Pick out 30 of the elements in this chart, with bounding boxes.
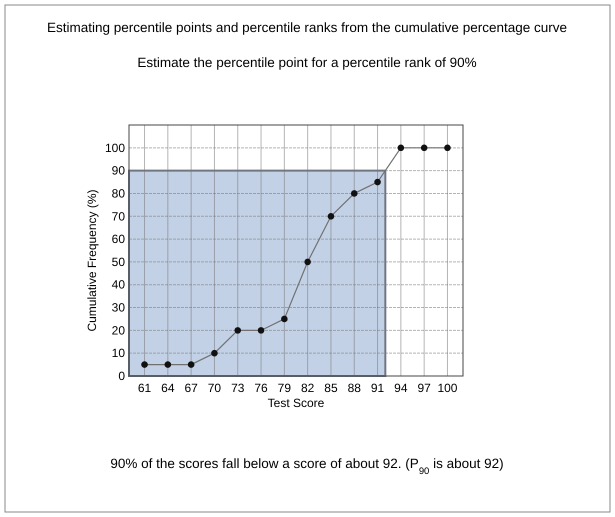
x-tick-label: 67 xyxy=(184,381,198,395)
y-tick-label: 30 xyxy=(112,300,126,315)
y-tick-label: 20 xyxy=(112,323,126,338)
x-tick-label: 85 xyxy=(324,381,338,395)
x-axis-title: Test Score xyxy=(268,396,325,410)
text: 90% of the scores fall below a score of about 92. (P$_{90}$ is about 92) xyxy=(110,456,504,476)
x-tick-label: 79 xyxy=(278,381,292,395)
y-tick-label: 50 xyxy=(112,254,126,269)
x-tick-label: 64 xyxy=(161,381,175,395)
y-tick-label: 0 xyxy=(118,369,126,383)
x-tick-label: 97 xyxy=(417,381,432,395)
x-tick-label: 88 xyxy=(348,381,362,395)
chart-subtitle: Estimate the percentile point for a percentile rank of 90% xyxy=(137,55,477,70)
y-tick-label: 80 xyxy=(112,186,126,200)
y-tick-label: 10 xyxy=(112,346,126,360)
y-tick-label: 90 xyxy=(112,164,126,178)
y-tick-label: 100 xyxy=(104,140,126,155)
x-tick-label: 70 xyxy=(208,381,222,395)
chart-title: Estimating percentile points and percentile ranks from the cumulative percentage curve xyxy=(46,20,568,35)
x-tick-label: 61 xyxy=(138,381,152,395)
y-tick-label: 40 xyxy=(112,278,126,292)
x-tick-label: 100 xyxy=(437,381,458,395)
y-axis-title: Cumulative Frequency (%) xyxy=(85,189,99,332)
y-tick-label: 60 xyxy=(112,232,126,246)
x-tick-label: 94 xyxy=(394,381,408,395)
x-tick-label: 73 xyxy=(231,381,245,395)
y-tick-label: 70 xyxy=(112,209,126,224)
x-tick-label: 82 xyxy=(300,381,315,395)
x-tick-label: 91 xyxy=(370,381,385,395)
x-tick-label: 76 xyxy=(254,381,268,395)
